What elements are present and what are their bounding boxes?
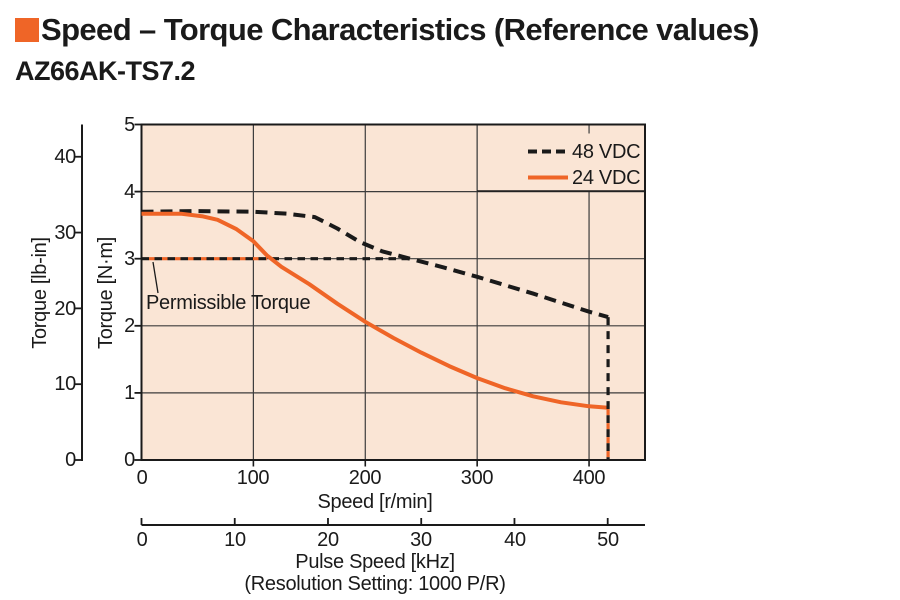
pulse-axis-label: Pulse Speed [kHz] — [295, 551, 455, 573]
title-row: Speed – Torque Characteristics (Referenc… — [15, 13, 759, 47]
orange-square-bullet-icon — [15, 18, 39, 42]
model-number-title: AZ66AK-TS7.2 — [15, 56, 196, 86]
permissible-torque-annotation: Permissible Torque — [146, 292, 311, 314]
nm-tick-0: 0 — [124, 449, 135, 471]
lbin-tick-20: 20 — [54, 298, 76, 320]
legend-label-24vdc: 24 VDC — [572, 167, 641, 189]
pulse-tick-20: 20 — [317, 529, 339, 551]
nm-tick-4: 4 — [124, 181, 135, 203]
page-title: Speed – Torque Characteristics (Referenc… — [41, 12, 759, 47]
plot-border — [140, 123, 646, 461]
resolution-note: (Resolution Setting: 1000 P/R) — [244, 573, 506, 595]
nm-tick-2: 2 — [124, 315, 135, 337]
annotation-leader-line — [152, 261, 159, 294]
lbin-tick-30: 30 — [54, 222, 76, 244]
speed-tick-0: 0 — [136, 467, 148, 489]
nm-tick-5: 5 — [124, 114, 135, 136]
y-axis-label-lbin: Torque [lb-in] — [29, 237, 51, 349]
nm-tick-3: 3 — [124, 248, 135, 270]
speed-tick-400: 400 — [572, 467, 606, 489]
nm-tick-1: 1 — [124, 382, 135, 404]
pulse-tick-0: 0 — [136, 529, 148, 551]
legend-box — [477, 124, 645, 191]
lbin-tick-10: 10 — [54, 373, 76, 395]
curve-48-vdc — [141, 209, 609, 320]
curve-24-vdc — [141, 211, 609, 410]
lbin-tick-0: 0 — [65, 449, 76, 471]
legend-label-48vdc: 48 VDC — [572, 141, 641, 163]
speed-tick-300: 300 — [460, 467, 494, 489]
pulse-tick-50: 50 — [597, 529, 619, 551]
pulse-tick-10: 10 — [224, 529, 246, 551]
speed-tick-200: 200 — [348, 467, 382, 489]
lbin-tick-40: 40 — [54, 146, 76, 168]
x-axis-label: Speed [r/min] — [317, 491, 433, 513]
pulse-tick-30: 30 — [410, 529, 432, 551]
pulse-tick-40: 40 — [504, 529, 526, 551]
speed-tick-100: 100 — [236, 467, 270, 489]
